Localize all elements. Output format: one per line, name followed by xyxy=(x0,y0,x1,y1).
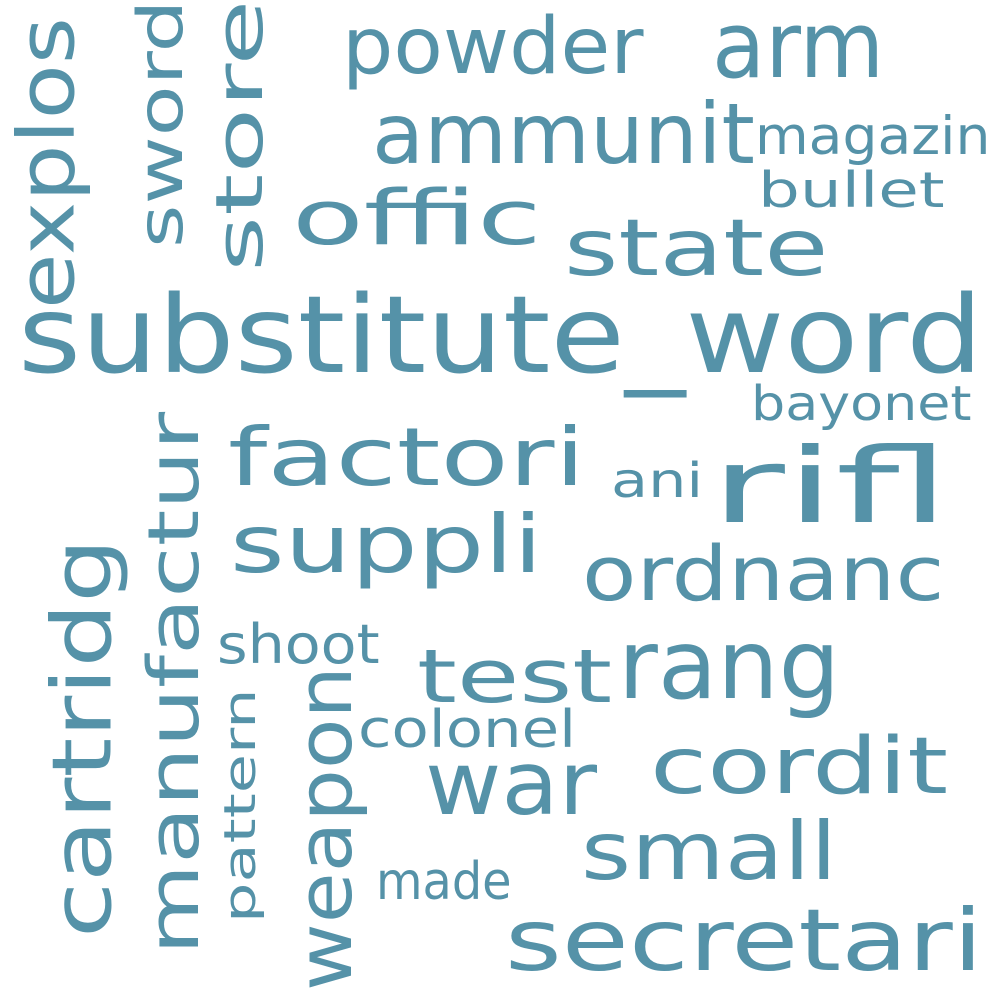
word-weapon: weapon xyxy=(281,666,370,991)
word-store: store xyxy=(202,0,278,272)
word-substitute-word: substitute_word xyxy=(18,274,983,398)
word-pattern: pattern xyxy=(214,688,266,923)
word-secretari: secretari xyxy=(505,891,984,991)
word-war: war xyxy=(425,732,598,835)
word-shoot: shoot xyxy=(217,613,380,676)
word-rang: rang xyxy=(618,609,841,721)
word-test: test xyxy=(417,634,613,720)
word-offic: offic xyxy=(292,173,542,262)
word-made: made xyxy=(376,852,512,912)
word-state: state xyxy=(564,204,829,294)
word-explos: explos xyxy=(0,17,93,310)
word-bayonet: bayonet xyxy=(751,376,972,432)
word-factori: factori xyxy=(228,411,586,504)
word-ani: ani xyxy=(611,453,704,509)
word-cordit: cordit xyxy=(650,722,949,812)
word-ammunit: ammunit xyxy=(372,85,755,183)
word-arm: arm xyxy=(712,0,885,99)
word-cartridg: cartridg xyxy=(34,538,131,938)
word-small: small xyxy=(581,805,838,898)
word-suppli: suppli xyxy=(230,498,543,591)
word-bullet: bullet xyxy=(758,162,945,219)
word-magazin: magazin xyxy=(755,106,991,167)
word-sword: sword xyxy=(124,0,197,248)
word-powder: powder xyxy=(342,2,644,92)
word-colonel: colonel xyxy=(358,700,577,760)
word-rifl: rifl xyxy=(710,425,951,547)
word-ordnanc: ordnanc xyxy=(582,529,945,618)
word-manufactur: manufactur xyxy=(134,411,216,955)
